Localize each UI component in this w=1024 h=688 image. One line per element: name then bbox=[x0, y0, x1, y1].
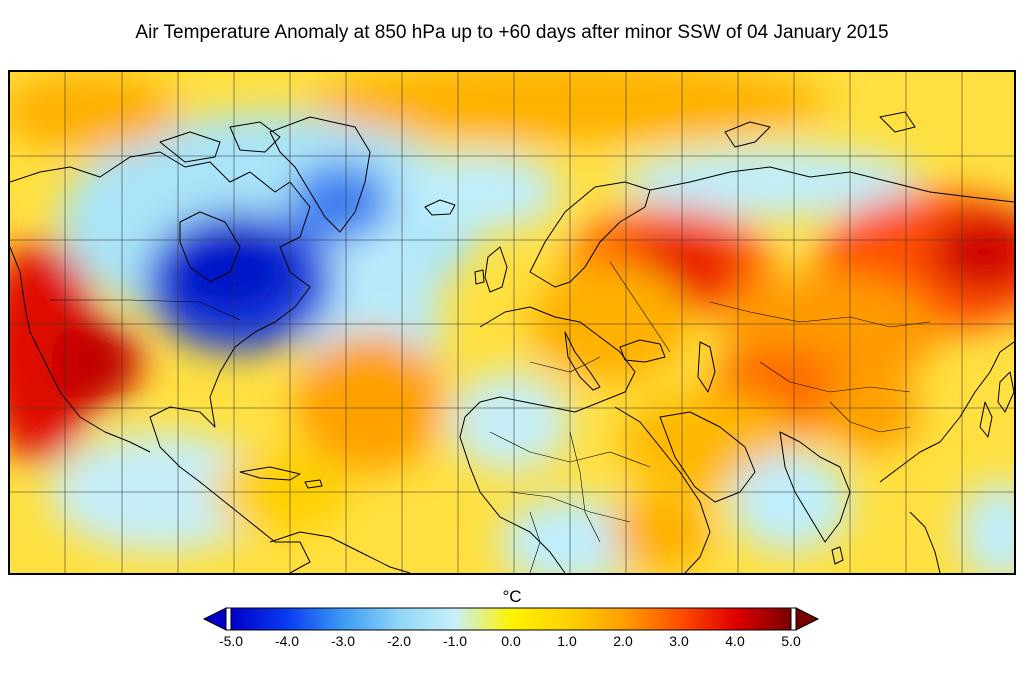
map-title: Air Temperature Anomaly at 850 hPa up to… bbox=[135, 22, 889, 43]
colorbar-tick-label: 3.0 bbox=[669, 633, 689, 649]
temperature-patches bbox=[10, 72, 1014, 573]
colorbar-tick-label: 0.0 bbox=[501, 633, 521, 649]
coastlines bbox=[10, 111, 1014, 573]
colorbar-tick-label: 2.0 bbox=[613, 633, 633, 649]
colorbar-tick-label: 5.0 bbox=[781, 633, 801, 649]
colorbar-gradient bbox=[230, 607, 792, 631]
colorbar-graphic bbox=[202, 607, 820, 631]
colorbar-tick-label: 4.0 bbox=[725, 633, 745, 649]
colorbar-max-extend-arrow bbox=[795, 607, 820, 631]
colorbar-tick-label: 1.0 bbox=[557, 633, 577, 649]
colorbar-tick-label: -4.0 bbox=[274, 633, 300, 649]
colorbar-tick-label: -1.0 bbox=[442, 633, 468, 649]
anomaly-field bbox=[10, 72, 1014, 573]
colorbar-tick-label: -2.0 bbox=[386, 633, 412, 649]
colorbar-tick-label: -5.0 bbox=[218, 633, 244, 649]
colorbar-min-extend-arrow bbox=[202, 607, 227, 631]
colorbar-unit-label: °C bbox=[502, 587, 522, 606]
anomaly-map bbox=[8, 70, 1016, 575]
colorbar bbox=[200, 606, 820, 632]
colorbar-tick-label: -3.0 bbox=[330, 633, 356, 649]
country-borders bbox=[50, 261, 931, 573]
